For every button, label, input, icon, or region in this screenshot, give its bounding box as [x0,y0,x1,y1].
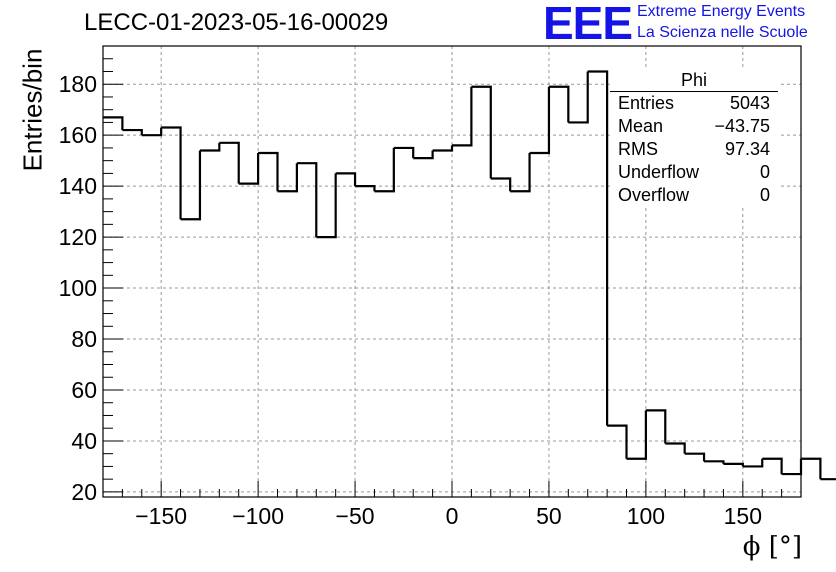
y-tick-label: 20 [71,479,97,505]
y-tick-label: 40 [71,428,97,454]
x-axis-label: ϕ [°] [742,532,802,562]
histogram-bin [548,85,570,123]
y-axis-label: Entries/bin [17,48,48,172]
histogram-bin [529,86,551,155]
y-tick-label: 80 [71,326,97,352]
histogram-bin [374,147,395,193]
y-tick-label: 100 [59,275,97,301]
stats-row-underflow: Underflow 0 [610,161,778,184]
histogram-bin [568,71,589,124]
stats-label: Underflow [618,162,700,182]
histogram-bin [684,452,706,462]
x-tick-label: 100 [627,503,665,529]
histogram-bin [704,460,725,464]
histogram-bin [801,457,822,480]
histogram-bin [645,409,667,444]
x-tick-label: −150 [135,503,187,529]
histogram-bin [781,458,803,476]
x-tick-label: −50 [336,503,375,529]
x-tick-label: 0 [446,503,459,529]
histogram-bin [180,150,202,221]
stats-label: Entries [618,93,675,113]
histogram-bin [161,126,182,220]
stats-row-entries: Entries 5043 [610,92,778,115]
eee-logo: EEE [543,0,633,49]
histogram-bin [587,70,609,426]
histogram-bin [490,177,512,192]
histogram-bin [742,458,764,468]
histogram-bin [277,163,298,193]
stats-value: 0 [759,185,770,205]
histogram-bin [219,141,240,184]
histogram-bin [510,153,531,193]
stats-title: Phi [610,70,778,92]
stats-value: 5043 [729,93,770,113]
stats-label: Overflow [618,185,690,205]
x-tick-label: 50 [536,503,562,529]
histogram-bin [432,145,454,152]
y-tick-label: 160 [59,122,97,148]
stats-label: Mean [618,116,664,136]
histogram-bin [471,85,492,179]
y-tick-label: 140 [59,173,97,199]
stats-row-overflow: Overflow 0 [610,184,778,207]
stats-value: 0 [759,162,770,182]
y-tick-label: 120 [59,224,97,250]
histogram-bin [258,151,279,192]
logo-tagline-line1: Extreme Energy Events [637,3,806,20]
x-tick-label: 150 [724,503,762,529]
histogram-bin [820,478,836,481]
histogram-bin [393,146,415,159]
histogram-bin [335,172,357,187]
histogram-bin [607,424,628,459]
histogram-bin [199,142,221,152]
histogram-bin [141,127,163,137]
x-tick-label: −100 [232,503,284,529]
chart-title: LECC-01-2023-05-16-00029 [84,9,389,36]
stats-row-mean: Mean −43.75 [610,115,778,138]
stats-value: 97.34 [724,139,770,159]
logo-tagline-line2: La Scienza nelle Scuole [637,24,808,41]
histogram-bin [762,457,783,475]
stats-box: Phi Entries 5043 Mean −43.75 RMS 97.34 U… [610,70,778,207]
stats-label: RMS [618,139,658,159]
histogram-bin [122,128,143,136]
histogram-bin [103,116,124,131]
histogram-bin [238,153,260,185]
histogram-bin [665,442,686,454]
y-tick-label: 180 [59,71,97,97]
histogram-bin [316,173,337,239]
histogram-bin [626,410,647,460]
histogram-bin [413,150,434,160]
stats-value: −43.75 [714,116,770,136]
y-tick-label: 60 [71,377,97,403]
stats-row-rms: RMS 97.34 [610,138,778,161]
histogram-bin [723,462,744,467]
histogram-bin [355,185,376,192]
histogram-bin [452,86,473,147]
histogram-bin [296,162,318,238]
